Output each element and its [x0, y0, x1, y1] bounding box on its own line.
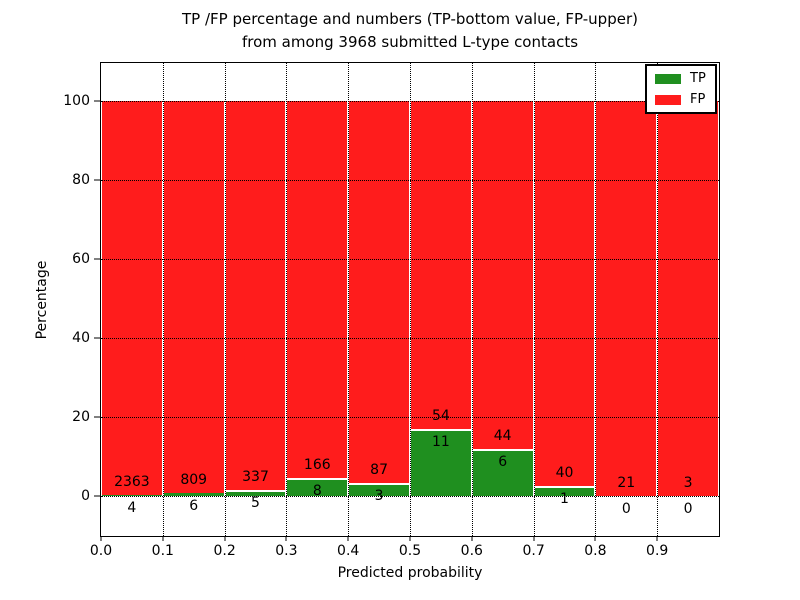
horizontal-gridline — [101, 259, 719, 261]
x-tick-mark — [533, 536, 535, 541]
tp-count-label: 1 — [560, 491, 569, 508]
bar-fp — [225, 101, 286, 491]
x-tick-label: 0.2 — [213, 543, 236, 559]
vertical-gridline — [348, 63, 350, 536]
y-tick-label: 0 — [81, 488, 90, 505]
x-tick-label: 0.1 — [151, 543, 174, 559]
y-tick-mark — [94, 416, 100, 418]
chart-title-line1: TP /FP percentage and numbers (TP-bottom… — [182, 10, 638, 28]
bar-tp — [534, 486, 595, 497]
x-tick-mark — [162, 536, 164, 541]
bar-fp — [472, 101, 533, 449]
vertical-gridline — [657, 63, 659, 536]
fp-count-label: 44 — [493, 427, 512, 444]
y-tick-mark — [94, 179, 100, 181]
bar-fp — [102, 101, 162, 496]
horizontal-gridline — [101, 338, 719, 340]
fp-count-label: 87 — [370, 461, 389, 478]
tp-count-label: 5 — [251, 495, 260, 512]
x-tick-label: 0.6 — [460, 543, 483, 559]
x-tick-label: 0.3 — [275, 543, 298, 559]
plot-area: TP FP 2363 4 809 6 337 5 166 8 87 3 54 11 44 6 40 1 21 0 3… — [63, 62, 720, 559]
vertical-gridline — [595, 63, 597, 536]
x-tick-mark — [100, 536, 102, 541]
fp-count-label: 166 — [303, 456, 331, 473]
bar-fp — [596, 101, 657, 497]
x-tick-mark — [594, 536, 596, 541]
vertical-gridline — [224, 63, 226, 536]
y-tick-mark — [94, 100, 100, 102]
fp-count-label: 40 — [555, 465, 574, 482]
vertical-gridline — [471, 63, 473, 536]
bar-tp — [287, 477, 348, 497]
bar-fp — [411, 101, 471, 430]
x-tick-mark — [471, 536, 473, 541]
x-tick-label: 0.4 — [337, 543, 360, 559]
horizontal-gridline — [101, 101, 719, 103]
fp-count-label: 809 — [180, 472, 208, 489]
tp-count-label: 4 — [127, 500, 137, 517]
bar-tp — [411, 429, 471, 497]
x-tick-mark — [347, 536, 349, 541]
tp-count-label: 0 — [621, 501, 631, 518]
vertical-gridline — [286, 63, 288, 536]
x-tick-mark — [285, 536, 287, 541]
tp-count-label: 6 — [498, 453, 508, 470]
y-tick-label: 20 — [72, 409, 90, 426]
bar-fp — [658, 101, 718, 497]
fp-count-label: 2363 — [114, 474, 150, 491]
y-tick-label: 80 — [72, 172, 90, 189]
fp-swatch-icon — [655, 94, 681, 105]
x-tick-mark — [409, 536, 411, 541]
bar-tp — [102, 495, 162, 497]
x-tick-label: 0.7 — [522, 543, 545, 559]
bar-fp — [349, 101, 409, 483]
fp-count-label: 21 — [617, 475, 636, 492]
y-tick-mark — [94, 495, 100, 497]
y-tick-mark — [94, 258, 100, 260]
x-tick-label: 0.8 — [584, 543, 607, 559]
x-tick-label: 0.5 — [398, 543, 422, 559]
horizontal-gridline — [101, 180, 719, 182]
vertical-gridline — [410, 63, 411, 536]
x-tick-mark — [224, 536, 226, 541]
legend-entry-tp: TP — [655, 72, 706, 85]
fp-count-label: 54 — [431, 408, 450, 425]
bar-fp — [534, 101, 595, 487]
y-axis-label: Percentage — [34, 260, 50, 340]
legend-label-tp: TP — [690, 71, 706, 86]
fp-count-label: 337 — [242, 469, 269, 486]
bar-tp — [349, 482, 409, 497]
y-tick-label: 100 — [63, 93, 90, 110]
y-tick-label: 40 — [72, 330, 90, 347]
tp-swatch-icon — [655, 73, 681, 84]
tp-count-label: 11 — [431, 434, 450, 451]
horizontal-gridline — [101, 496, 719, 498]
tp-count-label: 6 — [189, 498, 199, 515]
y-tick-mark — [94, 337, 100, 339]
chart-title-line2: from among 3968 submitted L-type contact… — [241, 33, 579, 51]
bar-tp — [225, 490, 286, 497]
x-axis-label: Predicted probability — [337, 565, 483, 581]
x-tick-mark — [656, 536, 658, 541]
legend: TP FP — [645, 64, 717, 114]
bar-fp — [163, 101, 224, 494]
y-tick-label: 60 — [72, 251, 90, 268]
x-tick-label: 0.9 — [646, 543, 669, 559]
bar-tp — [472, 448, 533, 497]
bar-fp — [287, 101, 348, 478]
chart-title: TP /FP percentage and numbers (TP-bottom… — [100, 8, 720, 54]
tp-count-label: 0 — [683, 501, 693, 518]
vertical-gridline — [533, 63, 535, 536]
tp-count-label: 3 — [374, 487, 384, 504]
legend-label-fp: FP — [690, 92, 706, 107]
x-tick-label: 0.0 — [89, 543, 113, 559]
fp-count-label: 3 — [683, 475, 693, 492]
legend-entry-fp: FP — [655, 93, 706, 106]
bar-tp — [163, 493, 224, 497]
vertical-gridline — [162, 63, 164, 536]
tp-count-label: 8 — [312, 482, 322, 499]
horizontal-gridline — [101, 417, 719, 419]
